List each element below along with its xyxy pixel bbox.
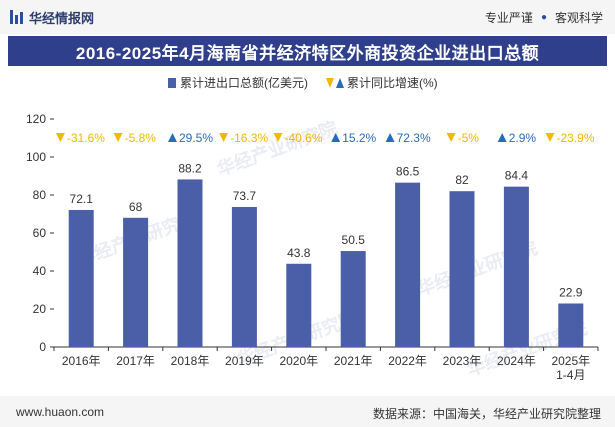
chart-title: 2016-2025年4月海南省并经济特区外商投资企业进出口总额 [8, 36, 607, 66]
growth-label: 15.2% [342, 131, 376, 145]
growth-label: -23.9% [557, 131, 595, 145]
growth-label: 2.9% [509, 131, 537, 145]
y-tick-label: 80 [33, 188, 47, 202]
bar-value-label: 22.9 [559, 285, 583, 299]
bar [503, 186, 529, 347]
bullet-icon: ● [540, 12, 547, 23]
brand-name: 华经情报网 [29, 10, 95, 26]
bar [395, 182, 421, 347]
growth-down-triangle-icon [545, 133, 555, 142]
bar [177, 179, 203, 347]
y-tick-label: 20 [33, 302, 47, 316]
bar [286, 263, 312, 347]
growth-label: 29.5% [179, 131, 213, 145]
growth-up-triangle-icon [385, 133, 395, 142]
growth-down-triangle-icon [113, 133, 123, 142]
legend-down-triangle-icon [326, 78, 334, 88]
watermark-text: 华经产业研究院 [214, 117, 340, 180]
bar-value-label: 72.1 [70, 192, 94, 206]
slogan: 专业严谨 ● 客观科学 [485, 9, 603, 26]
bar [231, 206, 257, 347]
bar-value-label: 86.5 [396, 165, 420, 179]
bar [449, 191, 475, 347]
growth-down-triangle-icon [55, 133, 65, 142]
bar-value-label: 88.2 [178, 161, 202, 175]
x-tick-label: 2024年 [497, 354, 536, 368]
growth-label: 72.3% [397, 131, 431, 145]
legend-bar-swatch-icon [168, 78, 176, 88]
x-tick-label: 2017年 [116, 354, 155, 368]
bar [68, 210, 94, 347]
legend-label-total: 累计进出口总额(亿美元) [180, 75, 308, 90]
y-tick-label: 120 [26, 112, 46, 126]
legend: 累计进出口总额(亿美元) 累计同比增速(%) [168, 75, 438, 90]
bars: 72.1 68 88.2 73.7 43.8 50.5 86.5 82 84.4 22.9 [68, 161, 584, 347]
growth-up-triangle-icon [331, 133, 341, 142]
bar-value-label: 68 [129, 200, 143, 214]
x-tick-label: 2019年 [225, 354, 264, 368]
growth-up-triangle-icon [497, 133, 507, 142]
bar [123, 217, 149, 347]
slogan-tag-1: 专业严谨 [484, 11, 533, 25]
slogan-tag-2: 客观科学 [554, 11, 603, 25]
bar [340, 251, 366, 347]
bar-value-label: 73.7 [233, 189, 257, 203]
y-tick-label: 100 [26, 150, 46, 164]
footer: www.huaon.com 数据来源：中国海关，华经产业研究院整理 [0, 396, 615, 427]
bar-value-label: 50.5 [342, 233, 366, 247]
x-axis: 2016年 2017年 2018年 2019年 2020年 2021年 2022年 2023年… [53, 347, 599, 382]
x-tick-label: 2020年 [279, 354, 318, 368]
growth-label: -31.6% [67, 131, 105, 145]
bar-value-label: 82 [455, 173, 469, 187]
x-tick-label: 2018年 [171, 354, 210, 368]
growth-label: -5.8% [125, 131, 157, 145]
x-tick-label: 2022年 [388, 354, 427, 368]
top-bar: 华经情报网 专业严谨 ● 客观科学 [0, 0, 615, 34]
chart: 华经产业研究院华经产业研究院华经产业研究院华经产业研究院华经产业研究院 累计进出… [26, 75, 599, 382]
growth-up-triangle-icon [168, 133, 177, 142]
footer-source: 数据来源：中国海关，华经产业研究院整理 [372, 407, 601, 421]
brand: 华经情报网 [10, 8, 94, 26]
growth-down-triangle-icon [273, 133, 283, 142]
legend-up-triangle-icon [336, 78, 344, 88]
growth-down-triangle-icon [446, 133, 456, 142]
x-tick-label: 2021年 [334, 354, 373, 368]
growth-labels: -31.6% -5.8% 29.5% -16.3% -40.6% 15.2% 72.3% -5… [55, 131, 595, 145]
bar-value-label: 84.4 [505, 169, 529, 183]
growth-down-triangle-icon [219, 133, 229, 142]
x-tick-label: 2016年 [62, 354, 101, 368]
growth-label: -16.3% [230, 131, 268, 145]
bar-value-label: 43.8 [287, 246, 311, 260]
brand-logo-icon [10, 10, 23, 24]
x-tick-label: 2023年 [443, 354, 482, 368]
y-tick-label: 60 [33, 226, 47, 240]
footer-url: www.huaon.com [16, 405, 105, 419]
y-tick-label: 0 [39, 340, 46, 354]
growth-label: -5% [458, 131, 480, 145]
bar [558, 303, 584, 347]
legend-label-growth: 累计同比增速(%) [347, 76, 438, 90]
growth-label: -40.6% [285, 131, 323, 145]
y-tick-label: 40 [33, 264, 47, 278]
x-tick-label: 2025年 1-4月 [551, 354, 590, 382]
chart-title-text: 2016-2025年4月海南省并经济特区外商投资企业进出口总额 [75, 43, 540, 63]
